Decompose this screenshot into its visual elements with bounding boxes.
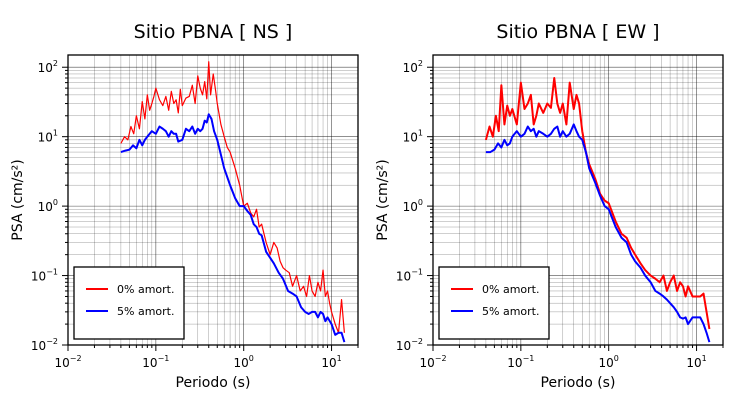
chart-title: Sitio PBNA [ NS ] [134, 21, 293, 43]
legend-box [438, 266, 550, 340]
y-tick-label: 100 [38, 198, 58, 214]
legend-box [73, 266, 185, 340]
x-tick-label: 101 [686, 354, 706, 370]
x-axis-label: Periodo (s) [176, 375, 251, 391]
y-tick-label: 10−1 [31, 268, 58, 284]
chart-panel-1: 10−2 10−1 100 101 10−2 10−1 100 101 102 Sitio PBN… [10, 21, 359, 391]
x-tick-label: 10−1 [507, 354, 534, 370]
series-line-damping-5 [485, 123, 711, 343]
y-tick-label: 10−2 [396, 337, 423, 353]
y-tick-label: 100 [403, 198, 423, 214]
legend-label: 5% amort. [117, 305, 174, 318]
x-axis-label: Periodo (s) [541, 375, 616, 391]
x-tick-label: 10−1 [142, 354, 169, 370]
y-tick-label: 102 [403, 59, 423, 75]
series-line-damping-0 [484, 76, 711, 330]
legend-label: 0% amort. [482, 283, 539, 296]
y-tick-label: 101 [38, 129, 58, 145]
plot-frame [67, 54, 359, 346]
x-tick-label: 100 [599, 354, 619, 370]
legend: 0% amort. 5% amort. [438, 266, 550, 340]
plot-frame [432, 54, 724, 346]
y-axis-label: PSA (cm/s²) [10, 159, 26, 241]
y-tick-label: 10−1 [396, 268, 423, 284]
y-tick-label: 10−2 [31, 337, 58, 353]
series-line-damping-0 [120, 61, 345, 334]
x-tick-label: 10−2 [419, 354, 446, 370]
legend: 0% amort. 5% amort. [73, 266, 185, 340]
x-tick-label: 100 [234, 354, 254, 370]
chart-panel-2: 10−2 10−1 100 101 10−2 10−1 100 101 102 Sitio PBN… [375, 21, 724, 391]
x-tick-label: 101 [321, 354, 341, 370]
chart-title: Sitio PBNA [ EW ] [496, 21, 659, 43]
x-tick-label: 10−2 [54, 354, 81, 370]
y-tick-label: 101 [403, 129, 423, 145]
y-axis-label: PSA (cm/s²) [375, 159, 391, 241]
legend-label: 5% amort. [482, 305, 539, 318]
y-tick-label: 102 [38, 59, 58, 75]
legend-label: 0% amort. [117, 283, 174, 296]
series-line-damping-5 [120, 113, 346, 343]
